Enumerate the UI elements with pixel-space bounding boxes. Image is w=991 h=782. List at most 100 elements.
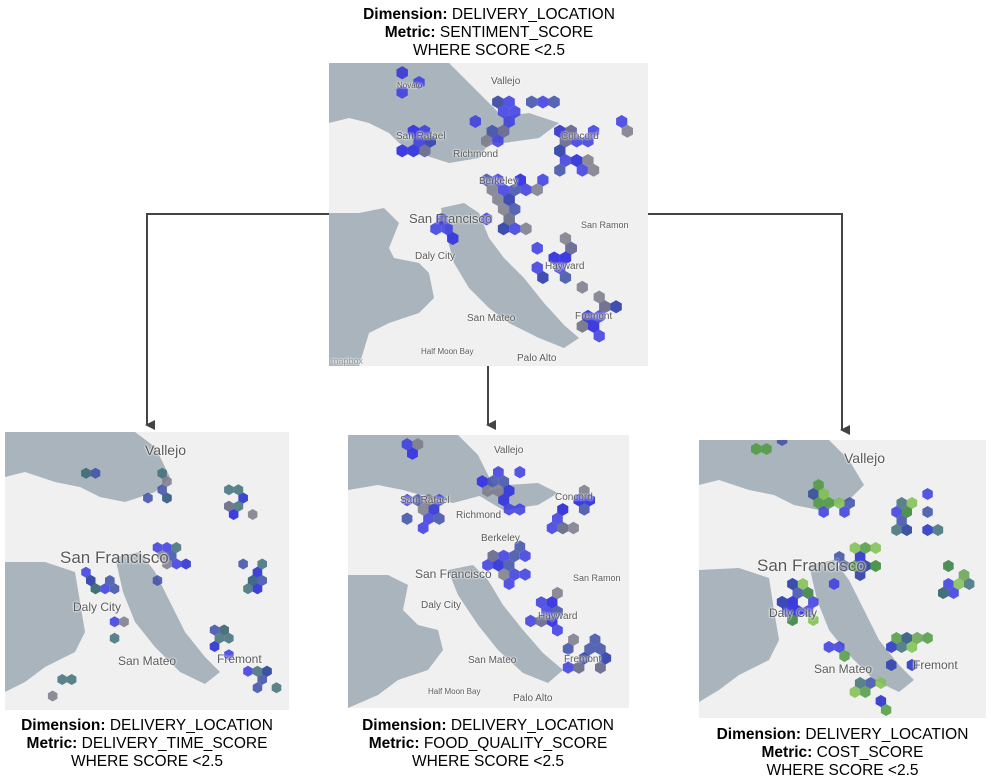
hexbin-cell <box>503 503 515 516</box>
hexbin-cell <box>252 566 263 578</box>
hexbin-cell <box>224 649 234 661</box>
hexbin-cell <box>896 641 907 653</box>
bay-water <box>441 203 579 348</box>
hexbin-cell <box>922 632 933 644</box>
hexbin-cell <box>587 319 600 333</box>
hexbin-cell <box>870 542 881 554</box>
hexbin-cell <box>407 144 420 158</box>
hexbin-cell <box>531 183 543 197</box>
map-label-san-francisco: San Francisco <box>60 548 169 567</box>
hexbin-cell <box>823 641 835 653</box>
hexbin-cell <box>487 549 499 563</box>
hexbin-cell <box>247 575 258 586</box>
connector-to-left <box>145 213 329 430</box>
hexbin-cell <box>412 493 424 507</box>
map-cost-score: Vallejo San Francisco Daly City San Mate… <box>699 440 986 718</box>
metric-label: Metric: <box>368 735 420 752</box>
hexbin-cell <box>447 232 459 245</box>
map-label-palo-alto: Palo Alto <box>517 353 557 364</box>
hexbin-cell <box>166 550 177 562</box>
metric-value: FOOD_QUALITY_SCORE <box>423 735 608 752</box>
filter-text: WHERE SCORE <2.5 <box>411 753 565 770</box>
hexbin-cell <box>582 154 594 167</box>
map-label-half-moon-bay: Half Moon Bay <box>421 347 474 356</box>
middle-caption: Dimension: DELIVERY_LOCATION Metric: FOO… <box>342 717 634 771</box>
map-label-san-ramon: San Ramon <box>581 220 629 230</box>
hexbin-cell <box>593 329 605 343</box>
hexbin-cell <box>818 506 829 518</box>
map-label-fremont: Fremont <box>217 652 262 666</box>
hexbin-cell <box>578 484 590 497</box>
hexbin-cell <box>844 497 855 509</box>
hexbin-cell <box>912 632 923 644</box>
hexbin-cell <box>906 641 918 653</box>
filter-text: WHERE SCORE <2.5 <box>70 753 224 770</box>
hexbin-cell <box>503 193 515 206</box>
hexbin-cell <box>854 677 866 689</box>
hexbin-cell <box>610 300 622 314</box>
hexbin-cell <box>964 578 975 590</box>
bay-water <box>699 568 779 702</box>
map-label-san-rafael: San Rafael <box>400 495 450 506</box>
hexbin-cell <box>531 241 543 255</box>
hexbin-cell <box>498 493 510 507</box>
hexbin-cell <box>520 183 532 197</box>
hexbin-cell <box>509 105 521 119</box>
hexbin-cell <box>433 493 445 507</box>
hexbin-cell <box>396 66 408 80</box>
hexbin-cell <box>546 614 558 628</box>
hexbin-cell <box>839 560 850 572</box>
hexbin-cell <box>554 163 566 177</box>
hexbin-cell <box>514 540 526 553</box>
metric-value: COST_SCORE <box>816 744 924 761</box>
hexbin-cell <box>81 566 91 578</box>
hexbin-cell <box>509 568 520 581</box>
hexbin-cell <box>214 632 225 644</box>
hexbin-cell <box>813 497 824 509</box>
hexbin-cell <box>557 503 569 516</box>
hexbin-cell <box>493 484 504 497</box>
map-label-daly-city: Daly City <box>73 600 122 614</box>
hexbin-cell <box>870 560 881 572</box>
hexbin-cell <box>880 704 892 716</box>
hexbin-cell <box>802 605 814 617</box>
hexbin-cell <box>808 596 819 608</box>
hexbin-cell <box>181 558 191 570</box>
hexbin-cell <box>568 633 579 646</box>
hexbin-cell <box>90 583 101 595</box>
hexbin-cell <box>224 632 234 644</box>
hexbin-cell <box>417 521 429 535</box>
hexbin-cell <box>162 476 172 487</box>
map-label-novato: Novato <box>397 81 423 90</box>
hexbin-cell <box>568 521 579 535</box>
map-label-san-mateo: San Mateo <box>468 655 517 666</box>
map-label-san-francisco: San Francisco <box>757 556 866 575</box>
hexbin-cell <box>162 542 172 553</box>
map-base <box>699 440 975 716</box>
hexbin-cell <box>541 605 552 618</box>
hexbin-cell <box>891 506 902 518</box>
hexbin-cell <box>584 493 595 507</box>
hexbin-cell <box>792 605 803 617</box>
hexbin-cell <box>428 503 440 516</box>
hexbin-cell <box>559 232 572 245</box>
map-base <box>5 432 282 702</box>
hexbin-cell <box>413 76 425 89</box>
hexbin-cell <box>860 542 871 554</box>
hexbin-cell <box>417 503 429 516</box>
hexbin-cell <box>599 300 611 314</box>
map-label-vallejo: Vallejo <box>491 76 521 87</box>
map-label-san-mateo: San Mateo <box>118 654 177 668</box>
hexbin-cell <box>100 583 110 595</box>
bay-water <box>329 208 434 366</box>
hexbin-cell <box>493 466 504 479</box>
map-label-berkeley: Berkeley <box>481 533 520 544</box>
hexbin-cell <box>57 674 67 685</box>
map-label-half-moon-bay: Half Moon Bay <box>428 687 481 696</box>
hexbin-cell <box>849 542 861 554</box>
hexbin-cell <box>430 222 442 236</box>
map-label-san-mateo: San Mateo <box>467 313 516 324</box>
hexbin-cell <box>573 493 585 507</box>
hexbin-cell <box>109 616 120 628</box>
